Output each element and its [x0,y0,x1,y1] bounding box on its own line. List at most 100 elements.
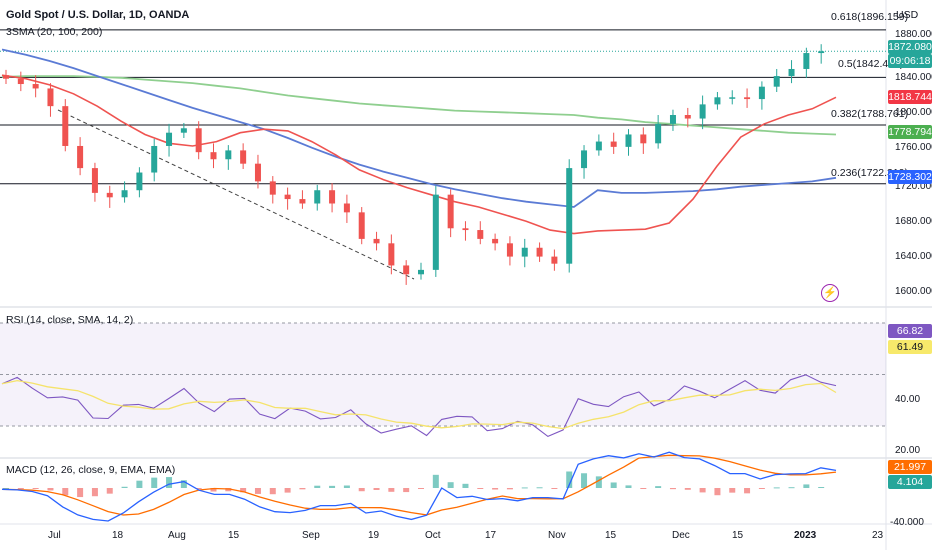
candle-body [595,141,602,151]
macd-value-tag: 21.997 [888,460,932,474]
candle-body [121,190,128,198]
price-tick: 1680.000 [895,216,932,227]
candle-body [818,51,825,54]
macd-tick: -40.000 [890,517,924,528]
fib-label-0382: 0.382(1788.761) [831,108,909,120]
macd-histogram-bar [699,488,706,493]
candle-body [521,247,528,257]
candle-body [536,247,543,257]
candle-body [403,265,410,275]
trendline [57,109,415,280]
rsi-sma-line [1,379,837,430]
macd-histogram-bar [195,488,202,489]
sma20-line [1,74,837,235]
time-tick: Nov [548,530,566,541]
candle-body [581,150,588,169]
macd-histogram-bar [506,488,513,490]
macd-histogram-bar [492,488,499,490]
candle-body [47,88,54,107]
time-tick: Aug [168,530,186,541]
candle-body [195,128,202,153]
macd-histogram-bar [180,480,187,488]
symbol-title[interactable]: Gold Spot / U.S. Dollar, 1D, OANDA [6,9,190,21]
macd-histogram-bar [329,485,336,488]
candle-body [136,172,143,191]
candle-body [714,97,721,105]
candle-body [492,238,499,244]
time-tick: Oct [425,530,441,541]
candle-body [314,190,321,204]
candle-body [210,152,217,160]
price-tick: 1720.000 [895,181,932,192]
candle-body [180,128,187,133]
macd-histogram-bar [62,488,69,496]
candle-body [77,145,84,169]
time-tick: Jul [48,530,61,541]
candle-body [284,194,291,200]
macd-histogram-bar [106,488,113,494]
candle-body [803,53,810,69]
macd-histogram-bar [521,487,528,489]
macd-histogram-bar [432,474,439,488]
macd-histogram-bar [373,488,380,490]
macd-histogram-bar [625,485,632,488]
macd-histogram-bar [166,477,173,488]
macd-histogram-bar [758,488,765,489]
candle-body [462,228,469,231]
macd-histogram-bar [595,476,602,488]
candle-body [699,104,706,119]
candle-body [477,230,484,239]
candle-body [166,132,173,146]
candle-body [447,194,454,229]
sma200-line [1,75,837,136]
macd-histogram-bar [403,488,410,493]
macd-indicator-label[interactable]: MACD (12, 26, close, 9, EMA, EMA) [6,464,176,476]
macd-signal-line [1,454,837,516]
macd-histogram-bar [269,488,276,495]
time-tick: Dec [672,530,690,541]
macd-histogram-bar [729,488,736,493]
macd-histogram-bar [418,488,424,489]
candle-body [684,115,691,119]
time-tick: 2023 [794,530,817,541]
macd-histogram-bar [314,485,321,488]
candle-body [151,145,158,173]
candle-body [758,86,765,100]
macd-hist-tag: 4.104 [888,475,932,489]
macd-histogram-bar [788,487,795,489]
candle-body [269,181,276,195]
candle-body [506,243,513,257]
candle-body [432,194,439,270]
sma20-price-tag: 1818.744 [888,90,932,104]
macd-histogram-bar [477,488,484,489]
price-tick: 1600.000 [895,286,932,297]
price-tick: 1840.000 [895,72,932,83]
price-tick: 1760.000 [895,142,932,153]
candle-body [418,269,424,275]
candle-body [551,256,558,264]
time-tick: 19 [368,530,380,541]
candle-body [788,68,795,77]
candle-body [106,192,113,198]
candle-body [254,163,261,182]
macd-histogram-bar [284,488,291,493]
macd-histogram-bar [640,488,647,489]
macd-histogram-bar [136,480,143,488]
candle-body [240,150,247,164]
candle-body [3,75,9,79]
macd-histogram-bar [566,471,573,488]
candle-body [744,97,751,100]
candle-body [373,238,380,244]
macd-histogram-bar [32,488,39,489]
fib-label-05: 0.5(1842.460) [838,58,904,70]
rsi-indicator-label[interactable]: RSI (14, close, SMA, 14, 2) [6,314,134,326]
macd-histogram-bar [655,486,662,488]
macd-histogram-bar [254,488,261,494]
ma-indicator-label[interactable]: 3SMA (20, 100, 200) [6,26,103,38]
macd-histogram-bar [299,488,306,490]
lightning-alert-icon[interactable]: ⚡ [821,284,839,302]
macd-histogram-bar [91,488,98,497]
time-tick: 15 [605,530,617,541]
